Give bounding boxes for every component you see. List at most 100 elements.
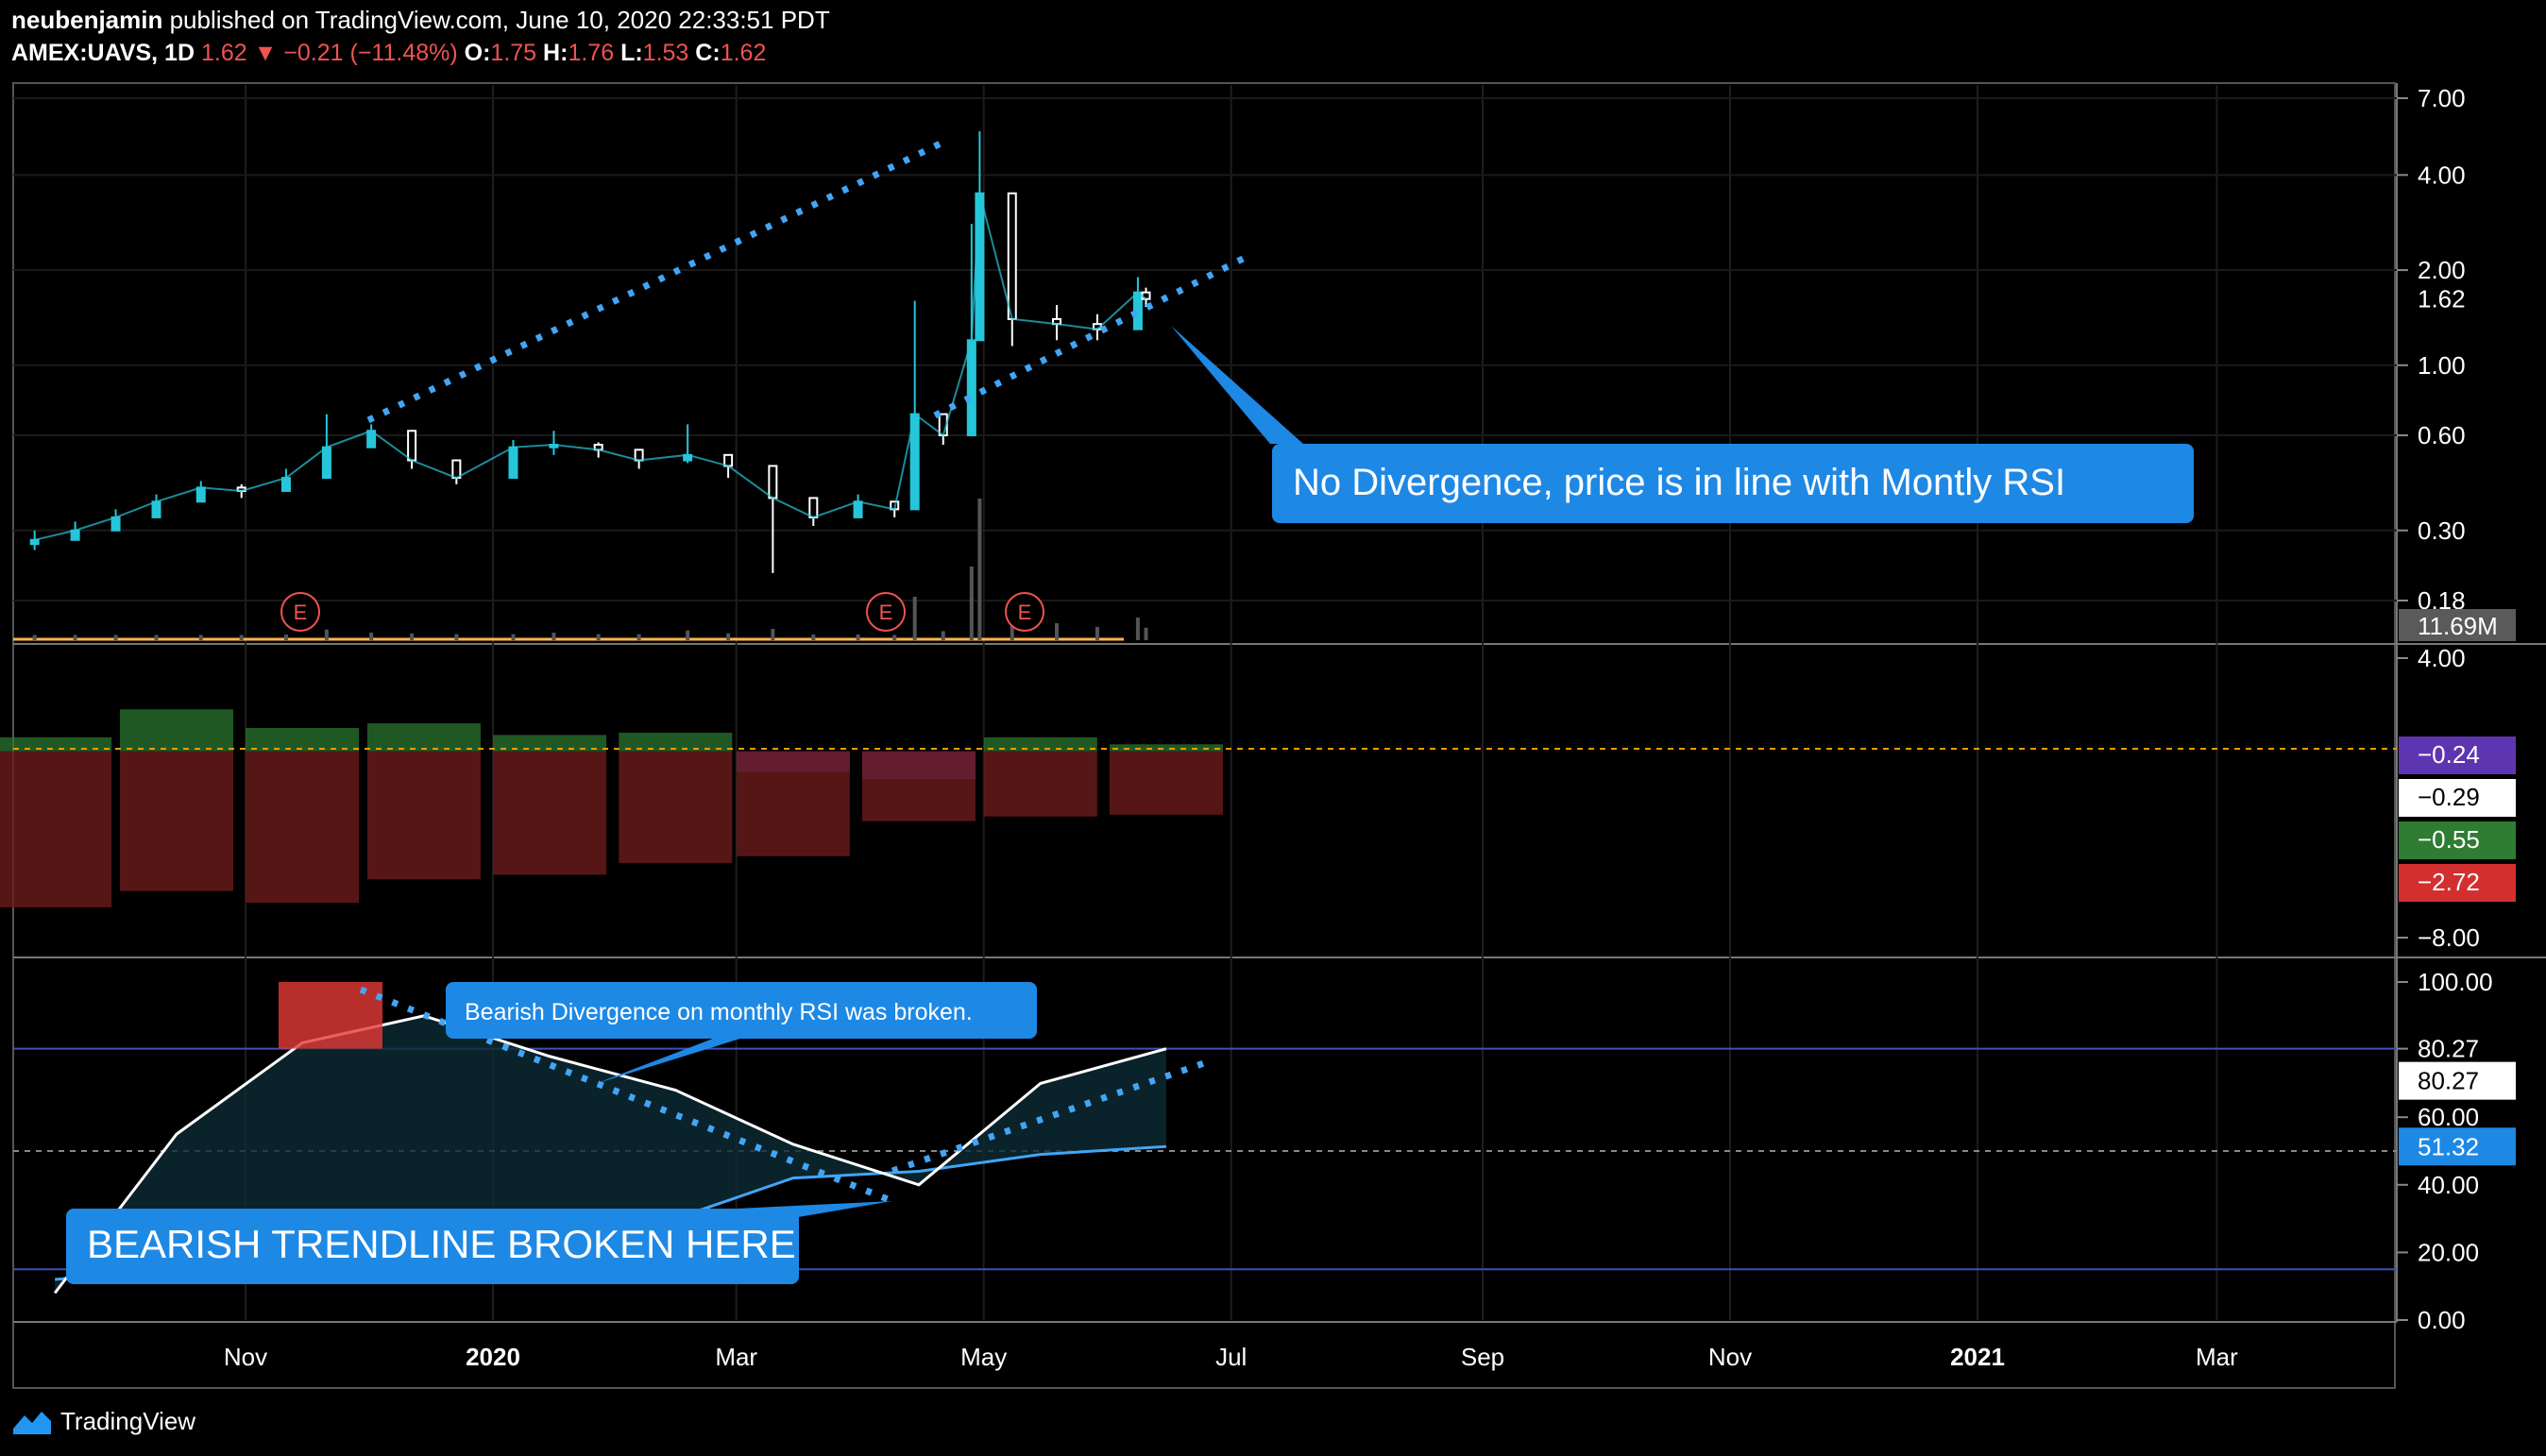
macd-axis-label: 4.00 — [2418, 644, 2466, 672]
rsi-ma-badge-label: 51.32 — [2418, 1132, 2479, 1160]
price-axis-label: 0.60 — [2418, 421, 2466, 449]
svg-text:E: E — [1018, 601, 1032, 624]
macd-badge-label: −2.72 — [2418, 868, 2480, 896]
chart-frame — [12, 82, 2396, 1389]
volume-bar — [969, 567, 974, 640]
volume-bar — [113, 635, 118, 640]
earnings-marker[interactable]: E — [280, 592, 320, 632]
volume-bar — [686, 630, 690, 640]
candle-body — [808, 497, 819, 518]
volume-bar — [771, 629, 775, 640]
rsi-axis-label: 100.00 — [2418, 968, 2493, 996]
candle-body — [1007, 192, 1017, 320]
macd-axis[interactable]: 4.00 −8.00 −0.24 −0.29 −0.55 −2.72 — [2397, 644, 2516, 952]
price-support-trendline[interactable] — [933, 253, 1248, 419]
volume-bar — [283, 635, 288, 640]
price-upper-trendline[interactable] — [366, 138, 946, 424]
tradingview-logo-icon — [13, 1411, 51, 1434]
author-name[interactable]: neubenjamin — [11, 6, 163, 34]
macd-signal-bar — [1109, 751, 1223, 815]
last-price: 1.62 — [200, 40, 247, 66]
publish-text: published on TradingView.com, June 10, 2… — [169, 6, 830, 34]
price-axis-label: 0.30 — [2418, 516, 2466, 545]
time-axis-label: Nov — [1708, 1343, 1752, 1371]
macd-hist-bar — [983, 736, 1097, 752]
close-value: 1.62 — [720, 40, 767, 66]
time-axis-label: Mar — [715, 1343, 757, 1371]
low-value: 1.53 — [642, 40, 689, 66]
time-axis[interactable]: Nov 2020 Mar May Jul Sep Nov 2021 Mar — [224, 1343, 2238, 1371]
volume-bar — [636, 634, 641, 640]
time-axis-label: 2020 — [466, 1343, 520, 1371]
rsi-ma-badge — [2399, 1127, 2516, 1166]
rsi-axis[interactable]: 100.00 80.27 60.00 40.00 20.00 0.00 80.27 51.32 — [2397, 968, 2516, 1334]
volume-bar — [454, 634, 459, 640]
volume-bar — [552, 633, 556, 640]
candle-body — [768, 465, 778, 499]
macd-axis-label: −8.00 — [2418, 923, 2480, 952]
earnings-marker[interactable]: E — [1005, 592, 1044, 632]
macd-signal-bar — [246, 751, 360, 903]
candle-body — [975, 192, 985, 342]
high-value: 1.76 — [568, 40, 615, 66]
volume-badge — [2399, 609, 2516, 641]
macd-signal-bar — [366, 751, 481, 880]
time-axis-label: Mar — [2196, 1343, 2238, 1371]
brand-label: TradingView — [60, 1407, 196, 1435]
volume-bar — [726, 633, 731, 640]
time-axis-label: Jul — [1215, 1343, 1247, 1371]
svg-text:Bearish Divergence on monthly: Bearish Divergence on monthly RSI was br… — [465, 999, 973, 1025]
macd-signal-bar — [0, 751, 112, 907]
rsi-value-badge — [2399, 1061, 2516, 1100]
rsi-bearish-trendline[interactable] — [359, 986, 894, 1205]
macd-hist-bar — [119, 709, 233, 752]
macd-value-badge — [2399, 864, 2516, 902]
volume-bar — [811, 635, 816, 640]
macd-signal-bar — [619, 751, 733, 864]
tradingview-brand[interactable]: TradingView — [11, 1407, 195, 1436]
candle-body — [451, 459, 462, 480]
earnings-marker[interactable]: E — [866, 592, 906, 632]
open-value: 1.75 — [490, 40, 537, 66]
low-label: L: — [620, 40, 643, 66]
rsi-callout[interactable]: Bearish Divergence on monthly RSI was br… — [446, 982, 1037, 1084]
candle-body — [29, 538, 40, 546]
time-axis-label: Nov — [224, 1343, 267, 1371]
volume-bar — [154, 635, 159, 640]
price-axis-label: 2.00 — [2418, 256, 2466, 284]
svg-text:No Divergence, price is in lin: No Divergence, price is in line with Mon… — [1293, 462, 2065, 503]
volume-bar — [324, 629, 329, 640]
svg-text:E: E — [294, 601, 308, 624]
rsi-axis-label: 0.00 — [2418, 1306, 2466, 1334]
close-label: C: — [695, 40, 721, 66]
macd-hist-bar — [493, 735, 607, 752]
symbol-label: AMEX:UAVS, 1D — [11, 40, 195, 66]
macd-badge-label: −0.55 — [2418, 825, 2480, 854]
volume-bar — [511, 634, 516, 640]
rsi-line — [53, 1014, 1167, 1295]
volume-bar — [1144, 627, 1148, 640]
candle-body — [151, 500, 161, 518]
price-callout[interactable]: No Divergence, price is in line with Mon… — [1171, 326, 2194, 523]
volume-bar — [239, 635, 244, 640]
rsi-overbought-fill — [279, 982, 382, 1049]
volume-bar — [410, 633, 415, 640]
rsi-axis-label: 40.00 — [2418, 1171, 2479, 1199]
candle-body — [508, 446, 518, 480]
candle-body — [280, 477, 291, 492]
macd-hist-bar — [366, 723, 481, 752]
price-change: −0.21 (−11.48%) — [283, 40, 458, 66]
volume-bar — [73, 635, 77, 640]
volume-bar — [912, 597, 917, 640]
macd-signal-bar — [861, 751, 976, 821]
volume-bar — [32, 635, 37, 640]
horizontal-gridlines — [13, 97, 2397, 601]
macd-value-badge — [2399, 736, 2516, 774]
rsi-support-trendline[interactable] — [891, 1059, 1206, 1175]
time-axis-label: Sep — [1461, 1343, 1504, 1371]
macd-badge-label: −0.29 — [2418, 783, 2480, 811]
volume-bar — [977, 499, 982, 640]
trend-callout[interactable]: BEARISH TRENDLINE BROKEN HERE — [66, 1201, 892, 1284]
